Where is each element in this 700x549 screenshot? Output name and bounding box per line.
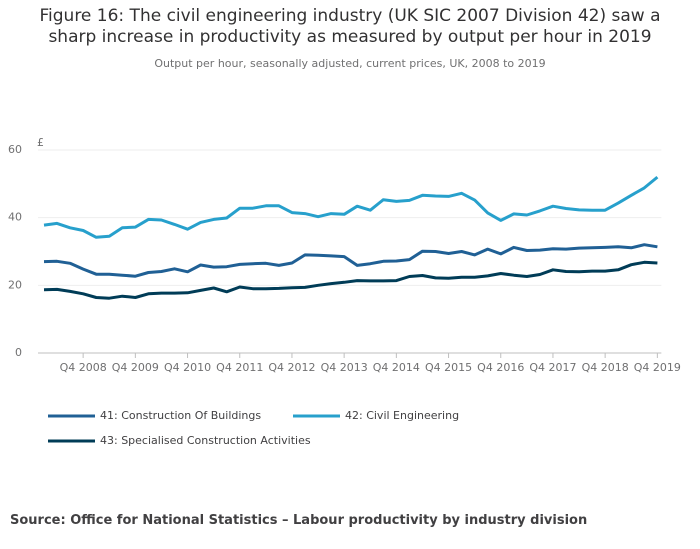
chart-subtitle: Output per hour, seasonally adjusted, cu… — [154, 57, 546, 70]
x-tick-label: Q4 2014 — [373, 361, 420, 374]
x-tick-label: Q4 2018 — [582, 361, 629, 374]
x-tick-label: Q4 2012 — [268, 361, 315, 374]
source-note: Source: Office for National Statistics –… — [10, 513, 588, 528]
x-tick-label: Q4 2008 — [60, 361, 107, 374]
x-tick-label: Q4 2011 — [216, 361, 263, 374]
x-tick-label: Q4 2016 — [477, 361, 524, 374]
y-tick-label: 40 — [8, 211, 22, 224]
y-axis-unit: £ — [37, 136, 44, 149]
series-line — [43, 260, 658, 300]
x-tick-label: Q4 2013 — [321, 361, 368, 374]
chart-title: Figure 16: The civil engineering industr… — [39, 6, 661, 47]
y-tick-label: 0 — [15, 346, 22, 359]
chart: £ 0 20 40 60 Q4 2008 Q4 2009 Q4 2010 Q4 2011 Q4 … — [8, 136, 681, 447]
y-tick-label: 60 — [8, 143, 22, 156]
legend-label: 43: Specialised Construction Activities — [100, 434, 311, 447]
series-line — [43, 243, 658, 278]
y-tick-label: 20 — [8, 278, 22, 291]
legend-label: 41: Construction Of Buildings — [100, 409, 261, 422]
series-line — [43, 175, 659, 239]
x-tick-label: Q4 2009 — [112, 361, 159, 374]
x-tick-label: Q4 2015 — [425, 361, 472, 374]
x-tick-label: Q4 2017 — [529, 361, 576, 374]
legend-label: 42: Civil Engineering — [345, 409, 459, 422]
x-tick-label: Q4 2019 — [634, 361, 681, 374]
x-tick-label: Q4 2010 — [164, 361, 211, 374]
